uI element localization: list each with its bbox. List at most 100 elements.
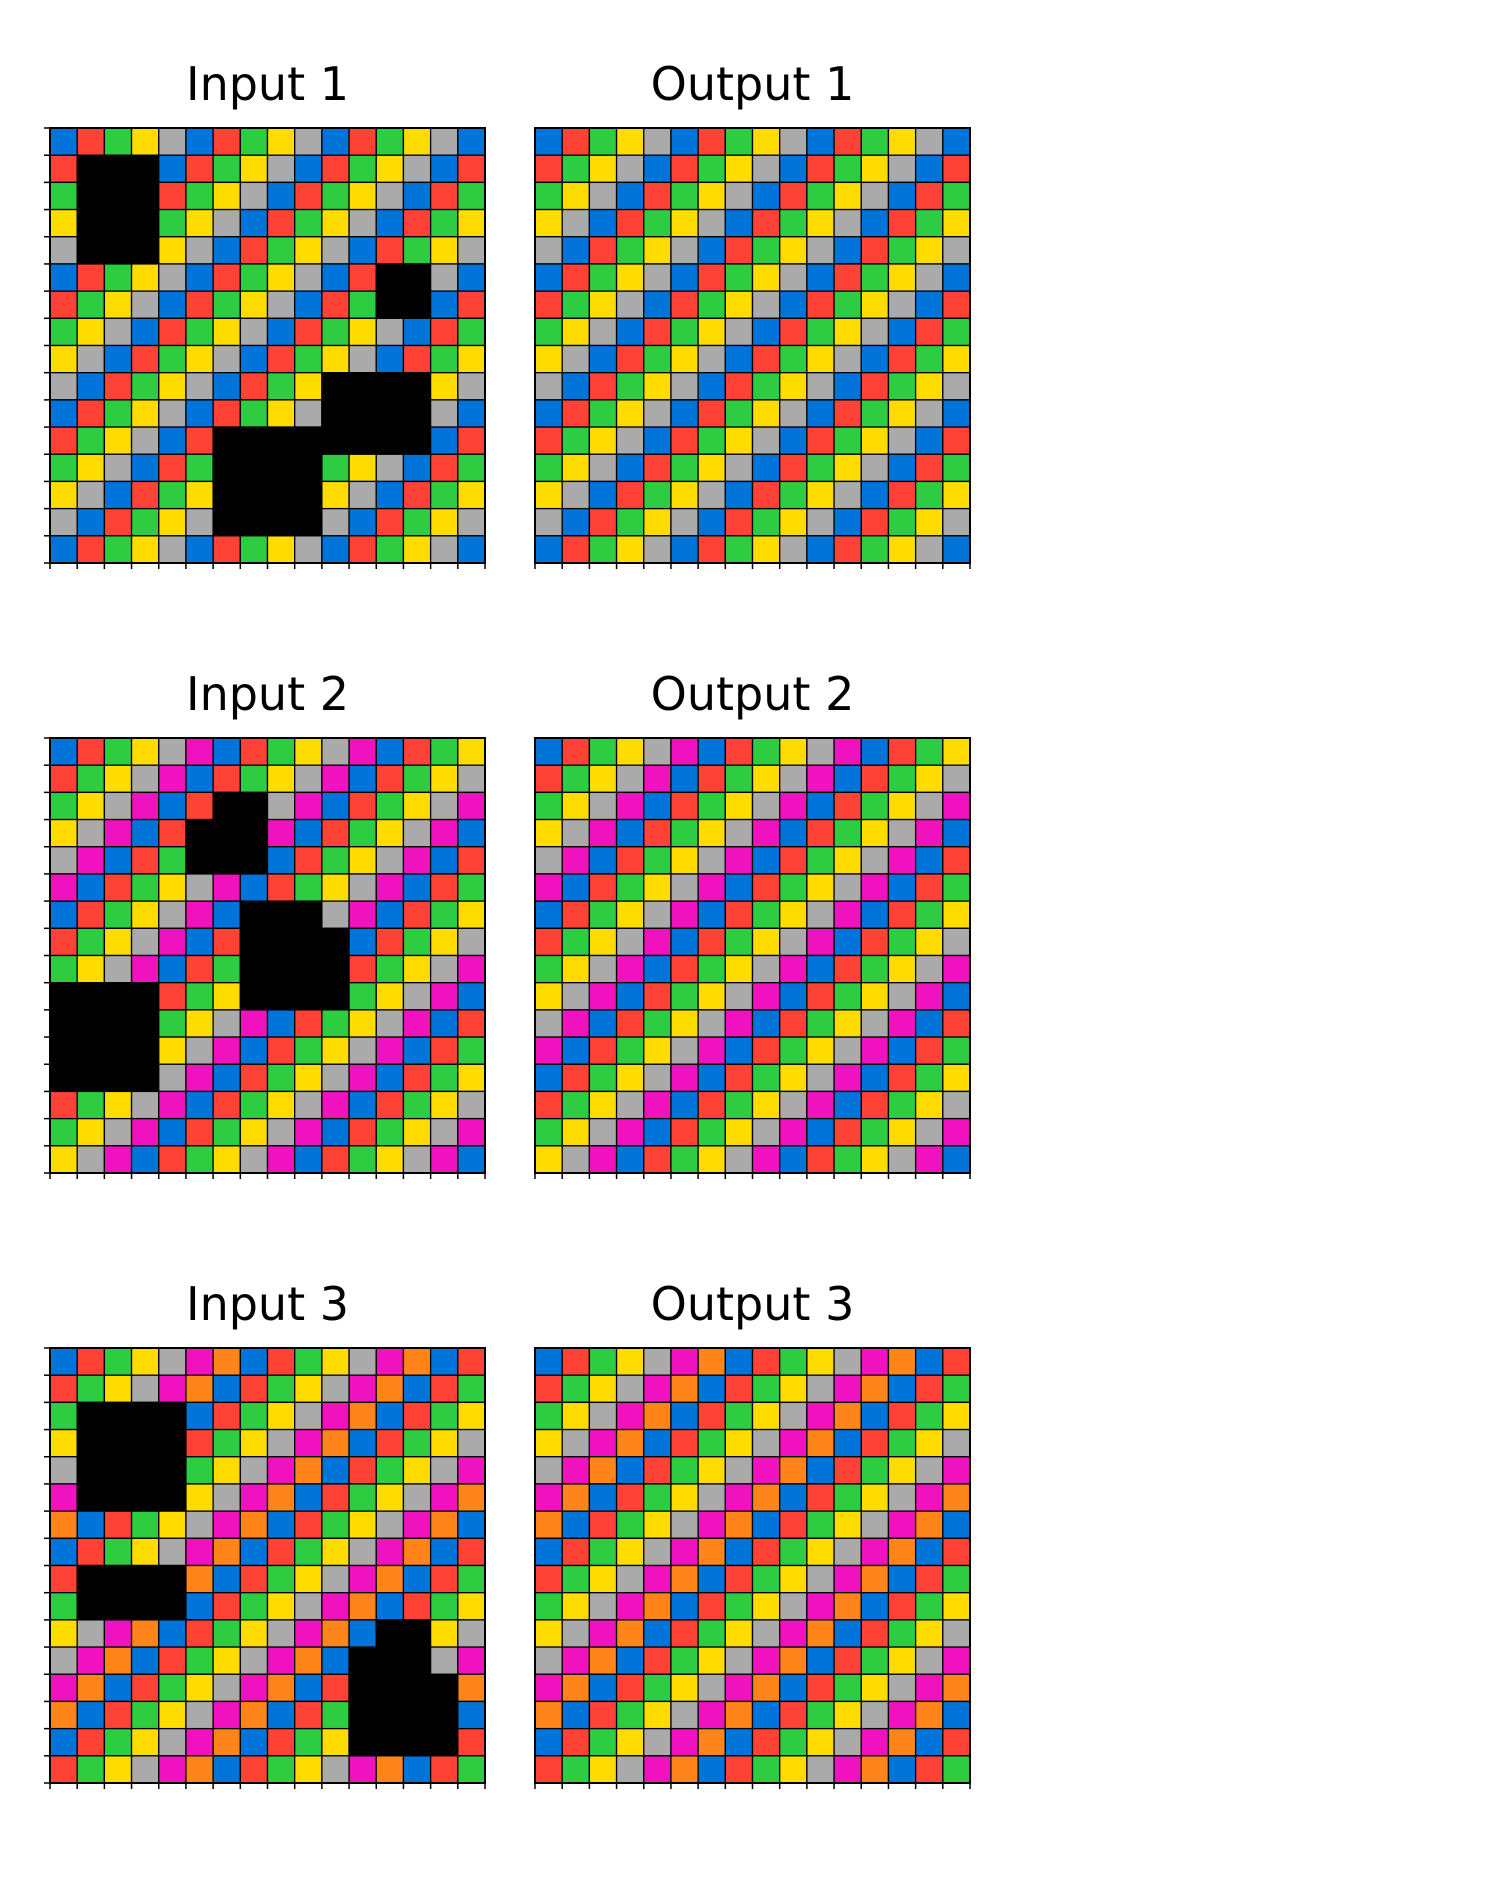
grid-cell — [942, 480, 971, 510]
grid-cell — [294, 737, 323, 766]
grid-cell — [348, 927, 377, 957]
grid-cell — [724, 535, 754, 564]
grid-cell — [429, 127, 459, 156]
grid-cell — [130, 927, 160, 957]
grid-cell — [615, 1145, 645, 1174]
grid-cell — [429, 344, 459, 374]
grid-cell — [348, 1646, 377, 1675]
grid-cell — [321, 927, 350, 957]
grid-cell — [49, 873, 78, 902]
grid-cell — [670, 1401, 699, 1431]
grid-cell — [806, 154, 835, 184]
grid-cell — [158, 317, 187, 347]
grid-cell — [103, 372, 133, 401]
grid-cell — [457, 900, 486, 929]
grid-cell — [76, 1145, 106, 1174]
grid-cell — [212, 535, 241, 564]
grid-cell — [751, 1646, 781, 1675]
grid-cell — [266, 791, 296, 821]
grid-cell — [588, 399, 618, 428]
grid-cell — [348, 1036, 377, 1065]
grid-cell — [588, 507, 618, 537]
grid-cell — [914, 1592, 944, 1621]
grid-cell — [266, 1592, 296, 1621]
grid-cell — [375, 1036, 405, 1065]
grid-cell — [860, 737, 890, 766]
grid-cell — [321, 873, 350, 902]
grid-cell — [833, 873, 862, 902]
grid-cell — [643, 1483, 672, 1512]
grid-cell — [294, 1727, 323, 1757]
grid-cell — [942, 1592, 971, 1621]
grid-cell — [860, 317, 890, 347]
grid-cell — [588, 1673, 618, 1703]
grid-cell — [321, 1117, 350, 1147]
grid-cell — [76, 846, 106, 875]
grid-cell — [49, 1700, 78, 1730]
grid-cell — [266, 344, 296, 374]
grid-cell — [375, 1592, 405, 1621]
grid-cell — [697, 1673, 726, 1703]
grid-cell — [724, 507, 754, 537]
grid-cell — [212, 399, 241, 428]
grid-cell — [402, 426, 432, 455]
grid-cell — [185, 154, 214, 184]
grid-cell — [130, 791, 160, 821]
grid-cell — [588, 1347, 618, 1376]
grid-cell — [457, 1145, 486, 1174]
grid-cell — [266, 1090, 296, 1120]
grid-cell — [130, 954, 160, 984]
grid-cell — [321, 208, 350, 238]
grid-cell — [887, 1537, 917, 1567]
grid-cell — [751, 1145, 781, 1174]
grid-cell — [615, 208, 645, 238]
grid-cell — [266, 900, 296, 929]
grid-cell — [942, 372, 971, 401]
grid-cell — [615, 1374, 645, 1404]
grid-cell — [942, 1009, 971, 1038]
grid-cell — [751, 1009, 781, 1038]
grid-cell — [588, 1646, 618, 1675]
grid-cell — [751, 1592, 781, 1621]
grid-cell — [130, 873, 160, 902]
grid-cell — [833, 1090, 862, 1120]
grid-cell — [697, 791, 726, 821]
grid-cell — [534, 1456, 563, 1485]
grid-cell — [321, 1145, 350, 1174]
grid-cell — [294, 1374, 323, 1404]
grid-cell — [457, 1727, 486, 1757]
grid-cell — [76, 1727, 106, 1757]
grid-cell — [751, 1063, 781, 1093]
grid-cell — [588, 236, 618, 265]
grid-cell — [615, 1090, 645, 1120]
grid-cell — [779, 290, 808, 319]
grid-cell — [457, 181, 486, 211]
grid-cell — [643, 1592, 672, 1621]
grid-cell — [779, 1117, 808, 1147]
grid-cell — [806, 1063, 835, 1093]
grid-cell — [266, 1510, 296, 1539]
grid-cell — [914, 1700, 944, 1730]
grid-cell — [239, 1537, 269, 1567]
grid-cell — [103, 317, 133, 347]
grid-cell — [76, 1063, 106, 1093]
grid-cell — [402, 507, 432, 537]
grid-cell — [402, 399, 432, 428]
grid-cell — [588, 1036, 618, 1065]
grid-cell — [561, 1483, 591, 1512]
grid-cell — [76, 1510, 106, 1539]
grid-cell — [130, 1009, 160, 1038]
grid-cell — [643, 344, 672, 374]
grid-cell — [457, 453, 486, 483]
grid-cell — [429, 426, 459, 455]
grid-cell — [697, 1700, 726, 1730]
grid-cell — [724, 954, 754, 984]
grid-cell — [321, 181, 350, 211]
grid-cell — [833, 1374, 862, 1404]
grid-cell — [49, 426, 78, 455]
grid-cell — [103, 1510, 133, 1539]
grid-cell — [561, 900, 591, 929]
grid-cell — [588, 426, 618, 455]
grid-cell — [914, 1510, 944, 1539]
grid-cell — [561, 982, 591, 1011]
